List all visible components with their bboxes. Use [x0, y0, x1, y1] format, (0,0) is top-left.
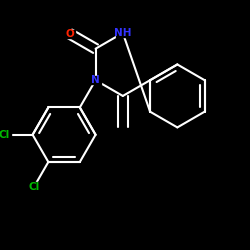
Bar — [116, 29, 130, 37]
Text: Cl: Cl — [28, 182, 40, 192]
Text: N: N — [91, 75, 100, 85]
Text: O: O — [65, 29, 74, 39]
Bar — [90, 76, 101, 84]
Bar — [0, 130, 11, 139]
Text: NH: NH — [114, 28, 132, 38]
Bar — [28, 182, 41, 191]
Bar — [64, 30, 75, 38]
Text: Cl: Cl — [0, 130, 10, 140]
